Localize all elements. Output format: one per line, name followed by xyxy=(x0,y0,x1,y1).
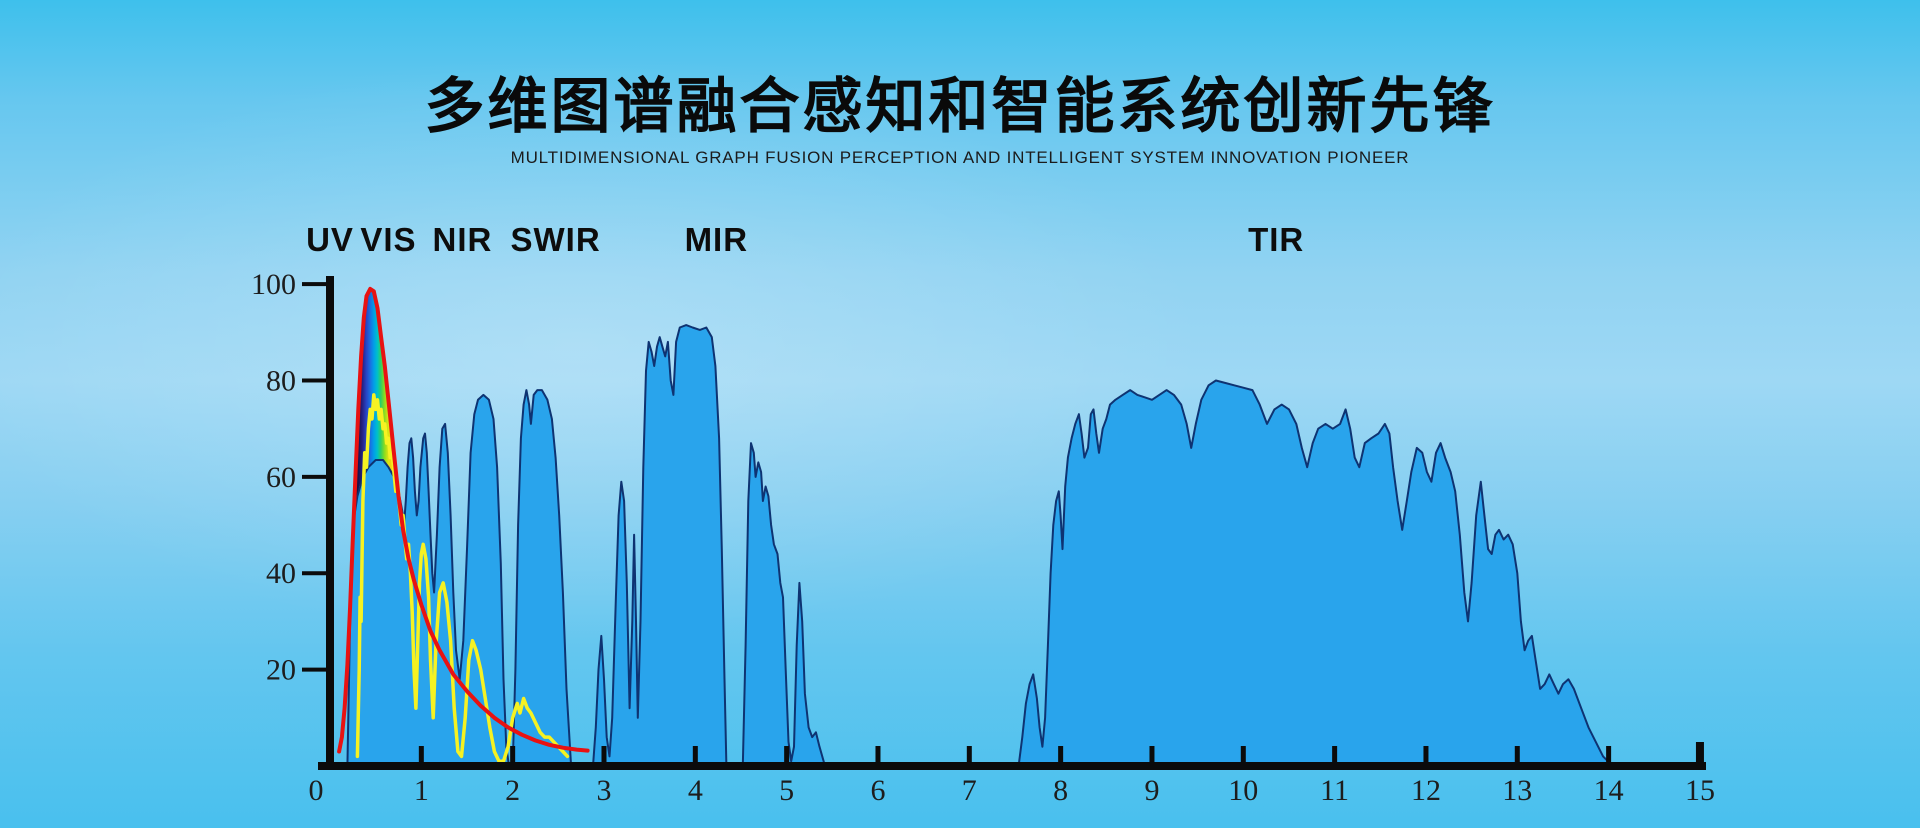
x-tick-label-15: 15 xyxy=(1685,774,1715,807)
y-axis-line xyxy=(326,276,334,770)
x-tick-label-10: 10 xyxy=(1228,774,1258,807)
x-axis-tick xyxy=(510,746,516,762)
x-axis-tick xyxy=(1423,746,1429,762)
band-label-mir: MIR xyxy=(684,221,749,258)
x-tick-label-13: 13 xyxy=(1502,774,1532,807)
y-axis-tick xyxy=(302,667,326,672)
x-axis-tick xyxy=(692,746,698,762)
x-tick-label-0: 0 xyxy=(309,774,324,807)
blackbody-curve-path xyxy=(337,286,590,754)
y-tick-label-20: 20 xyxy=(266,654,296,687)
x-axis-tick xyxy=(784,746,790,762)
band-label-nir: NIR xyxy=(432,221,493,258)
blackbody-curve xyxy=(337,286,590,754)
x-axis-tick xyxy=(1514,746,1520,762)
x-axis-tick xyxy=(966,746,972,762)
y-tick-label-40: 40 xyxy=(266,557,296,590)
y-tick-label-60: 60 xyxy=(266,461,296,494)
axes xyxy=(302,276,1706,770)
x-tick-label-5: 5 xyxy=(779,774,794,807)
transmission-window xyxy=(592,324,728,767)
x-tick-label-8: 8 xyxy=(1053,774,1068,807)
page-subtitle: MULTIDIMENSIONAL GRAPH FUSION PERCEPTION… xyxy=(510,148,1410,167)
y-axis-tick xyxy=(302,378,326,383)
y-axis-tick xyxy=(302,571,326,576)
transmission-window xyxy=(1017,379,1617,767)
band-label-swir: SWIR xyxy=(510,221,601,258)
band-label-uv: UV xyxy=(306,221,354,258)
x-tick-label-14: 14 xyxy=(1594,774,1624,807)
y-tick-label-80: 80 xyxy=(266,364,296,397)
band-label-vis: VIS xyxy=(360,221,417,258)
transmission-windows xyxy=(346,324,1617,767)
x-axis-tick xyxy=(1606,746,1612,762)
x-axis-tick xyxy=(1695,742,1704,762)
page-title: 多维图谱融合感知和智能系统创新先锋 xyxy=(424,73,1496,140)
x-tick-label-1: 1 xyxy=(414,774,429,807)
x-tick-label-11: 11 xyxy=(1320,774,1349,807)
x-axis-tick xyxy=(1149,746,1155,762)
ground-solar-curve-path xyxy=(355,393,570,763)
x-tick-label-12: 12 xyxy=(1411,774,1441,807)
x-tick-label-9: 9 xyxy=(1144,774,1159,807)
x-tick-label-7: 7 xyxy=(962,774,977,807)
x-tick-label-3: 3 xyxy=(596,774,611,807)
x-axis-tick xyxy=(875,746,881,762)
x-axis-tick xyxy=(601,746,607,762)
x-axis-tick xyxy=(1332,746,1338,762)
transmission-window xyxy=(511,389,573,767)
transmission-window xyxy=(741,442,826,767)
y-axis-tick xyxy=(302,474,326,479)
x-axis-tick xyxy=(418,746,424,762)
x-axis-tick xyxy=(1058,746,1064,762)
x-axis-tick xyxy=(1240,746,1246,762)
band-label-tir: TIR xyxy=(1248,221,1305,258)
y-tick-label-100: 100 xyxy=(251,268,296,301)
x-tick-label-6: 6 xyxy=(870,774,885,807)
y-axis-tick xyxy=(302,282,326,287)
x-tick-label-4: 4 xyxy=(688,774,703,807)
x-axis-line xyxy=(318,762,1706,770)
ground-solar-curve xyxy=(355,393,570,763)
x-tick-label-2: 2 xyxy=(505,774,520,807)
